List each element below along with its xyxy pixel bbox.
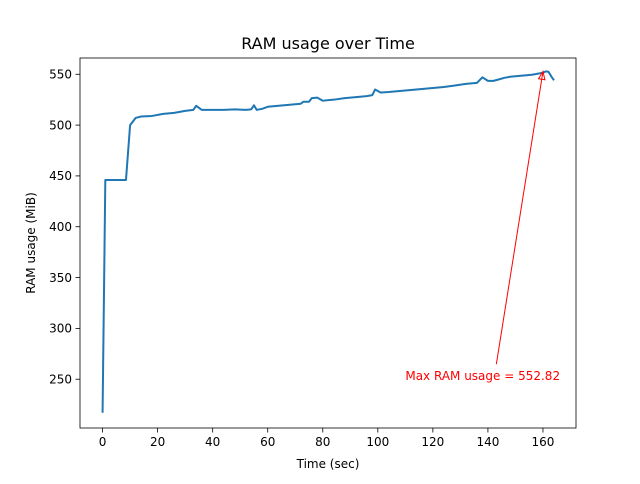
y-tick-label: 500 (49, 118, 72, 132)
x-tick-label: 0 (99, 435, 107, 449)
annotation-arrow-head (537, 70, 546, 81)
x-tick-label: 80 (315, 435, 330, 449)
x-axis-label: Time (sec) (296, 457, 360, 471)
axes-frame (79, 57, 577, 429)
series-layer (101, 70, 555, 413)
x-tick-label: 100 (366, 435, 389, 449)
y-axis-label: RAM usage (MiB) (24, 192, 38, 294)
y-tick-label: 550 (49, 68, 72, 82)
chart-title: RAM usage over Time (241, 34, 415, 53)
x-tick-label: 160 (532, 435, 555, 449)
y-tick-label: 250 (49, 373, 72, 387)
annotation-layer: Max RAM usage = 552.82 (405, 70, 560, 383)
y-tick-label: 450 (49, 169, 72, 183)
y-tick-label: 300 (49, 322, 72, 336)
plot-background (80, 58, 576, 428)
x-tick-label: 60 (260, 435, 275, 449)
annotation-label: Max RAM usage = 552.82 (405, 369, 560, 383)
x-tick-label: 120 (421, 435, 444, 449)
x-tick-label: 20 (150, 435, 165, 449)
y-tick-label: 400 (49, 220, 72, 234)
annotation-arrow-shaft (495, 71, 544, 365)
x-tick-label: 140 (476, 435, 499, 449)
x-tick-label: 40 (205, 435, 220, 449)
axes-layer: 0 20 40 60 80 100 120 140 160 250 300 350 400 450 500 5… (49, 57, 577, 449)
y-tick-label: 350 (49, 271, 72, 285)
series-line-0 (101, 70, 555, 413)
